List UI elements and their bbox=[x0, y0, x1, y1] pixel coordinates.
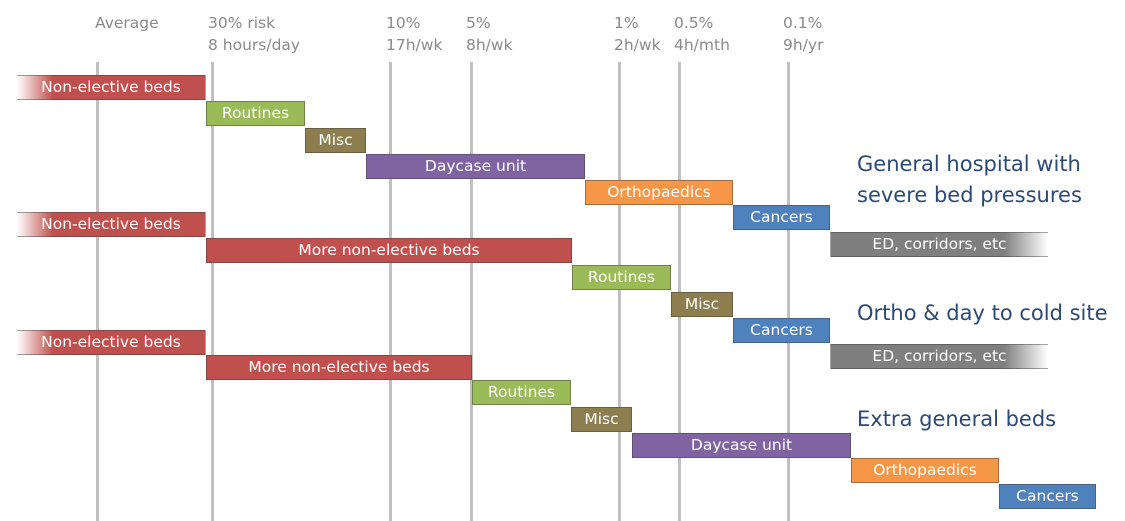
bar-s2-routines: Routines bbox=[572, 265, 671, 290]
column-label-1pct: 1% 2h/wk bbox=[614, 12, 661, 56]
bar-s1-routines: Routines bbox=[206, 101, 305, 126]
column-label-30pct: 30% risk 8 hours/day bbox=[208, 12, 300, 56]
bar-s2-more-non-elective-beds: More non-elective beds bbox=[206, 238, 572, 263]
scenario-title-line: Ortho & day to cold site bbox=[857, 301, 1108, 325]
bar-s3-routines: Routines bbox=[472, 380, 571, 405]
column-label-line1: 10% bbox=[386, 14, 421, 32]
column-label-line2: 8 hours/day bbox=[208, 36, 301, 54]
gridline-0-5pct bbox=[678, 62, 681, 521]
column-label-line2: 2h/wk bbox=[614, 36, 661, 54]
column-label-line1: 0.1% bbox=[783, 14, 823, 32]
bar-s2-non-elective-beds: Non-elective beds bbox=[17, 212, 206, 237]
scenario-title-ortho-day-cold-site: Ortho & day to cold site bbox=[857, 298, 1108, 329]
column-label-5pct: 5% 8h/wk bbox=[466, 12, 513, 56]
bar-s3-cancers: Cancers bbox=[999, 484, 1096, 509]
bar-s2-cancers: Cancers bbox=[733, 318, 830, 343]
gridline-1pct bbox=[618, 62, 621, 521]
column-label-line1: 1% bbox=[614, 14, 639, 32]
column-label-average: Average bbox=[95, 12, 159, 34]
column-label-line1: 30% risk bbox=[208, 14, 276, 32]
column-label-line1: Average bbox=[95, 14, 159, 32]
gridline-average bbox=[96, 62, 99, 521]
bar-s2-ed-corridors: ED, corridors, etc bbox=[830, 344, 1048, 369]
column-label-0-1pct: 0.1% 9h/yr bbox=[783, 12, 823, 56]
bar-s3-daycase-unit: Daycase unit bbox=[632, 433, 851, 458]
scenario-title-line: Extra general beds bbox=[857, 407, 1057, 431]
bar-s1-daycase-unit: Daycase unit bbox=[366, 154, 585, 179]
bar-s1-cancers: Cancers bbox=[733, 205, 830, 230]
column-label-line2: 17h/wk bbox=[386, 36, 443, 54]
scenario-title-line: General hospital with bbox=[857, 152, 1081, 176]
column-label-line1: 5% bbox=[466, 14, 491, 32]
column-label-10pct: 10% 17h/wk bbox=[386, 12, 442, 56]
gridline-30pct bbox=[211, 62, 214, 521]
bar-s1-ed-corridors: ED, corridors, etc bbox=[830, 232, 1048, 257]
column-label-line1: 0.5% bbox=[674, 14, 714, 32]
bar-s3-non-elective-beds: Non-elective beds bbox=[17, 330, 206, 355]
column-label-line2: 9h/yr bbox=[783, 36, 824, 54]
gridline-5pct bbox=[470, 62, 473, 521]
gridline-0-1pct bbox=[787, 62, 790, 521]
scenario-title-line: severe bed pressures bbox=[857, 183, 1082, 207]
column-label-line2: 4h/mth bbox=[674, 36, 730, 54]
bar-s3-misc: Misc bbox=[571, 407, 632, 432]
bar-s1-misc: Misc bbox=[305, 128, 366, 153]
bar-s3-more-non-elective-beds: More non-elective beds bbox=[206, 355, 472, 380]
column-label-0-5pct: 0.5% 4h/mth bbox=[674, 12, 730, 56]
gridline-10pct bbox=[389, 62, 392, 521]
scenario-title-general-hospital: General hospital with severe bed pressur… bbox=[857, 149, 1082, 211]
bar-s1-orthopaedics: Orthopaedics bbox=[585, 180, 733, 205]
scenario-title-extra-general-beds: Extra general beds bbox=[857, 404, 1056, 435]
bar-s3-orthopaedics: Orthopaedics bbox=[851, 458, 999, 483]
bar-s1-non-elective-beds: Non-elective beds bbox=[17, 75, 206, 100]
column-label-line2: 8h/wk bbox=[466, 36, 513, 54]
bar-s2-misc: Misc bbox=[671, 292, 733, 317]
